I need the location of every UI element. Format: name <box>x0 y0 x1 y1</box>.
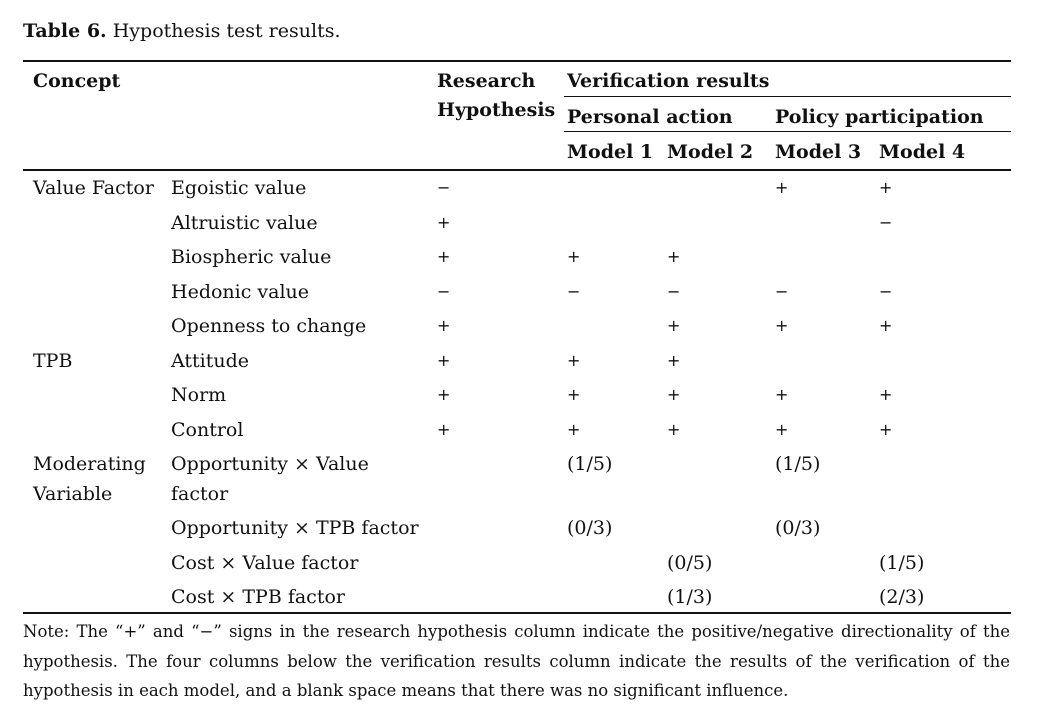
row-model-3: − <box>775 282 789 301</box>
row-model-3: (1/5) <box>775 453 821 475</box>
row-hypothesis: + <box>437 385 451 404</box>
header-model-1: Model 1 <box>567 141 654 163</box>
group-moderating-line1: Moderating <box>33 453 146 475</box>
row-hypothesis: + <box>437 213 451 232</box>
row-model-3: (0/3) <box>775 517 821 539</box>
header-research-line1: Research <box>437 70 536 92</box>
row-model-4: (1/5) <box>879 552 925 574</box>
header-personal-action: Personal action <box>567 106 733 128</box>
top-rule <box>23 60 1011 62</box>
row-model-3: + <box>775 385 789 404</box>
row-model-4: − <box>879 282 893 301</box>
row-item: Altruistic value <box>171 212 318 234</box>
caption-label: Table 6. <box>23 20 107 42</box>
row-model-1: + <box>567 351 581 370</box>
header-research-line2: Hypothesis <box>437 99 556 121</box>
subgroup-rule <box>564 131 1011 132</box>
row-item: Openness to change <box>171 315 367 337</box>
row-item: Egoistic value <box>171 177 307 199</box>
header-verification: Verification results <box>567 70 770 92</box>
row-model-1: (0/3) <box>567 517 613 539</box>
row-model-4: + <box>879 178 893 197</box>
row-model-1: − <box>567 282 581 301</box>
row-model-1: + <box>567 420 581 439</box>
row-model-2: + <box>667 420 681 439</box>
group-value-factor: Value Factor <box>33 177 154 199</box>
row-hypothesis: − <box>437 178 451 197</box>
row-model-1: + <box>567 247 581 266</box>
verification-rule <box>564 96 1011 97</box>
row-model-3: + <box>775 420 789 439</box>
row-model-4: + <box>879 420 893 439</box>
row-item: Attitude <box>171 350 250 372</box>
row-hypothesis: + <box>437 420 451 439</box>
bottom-rule <box>23 612 1011 614</box>
row-hypothesis: + <box>437 316 451 335</box>
header-model-4: Model 4 <box>879 141 966 163</box>
table-note: Note: The “+” and “−” signs in the resea… <box>23 622 1010 700</box>
row-model-2: (0/5) <box>667 552 713 574</box>
row-item: Hedonic value <box>171 281 310 303</box>
header-concept: Concept <box>33 70 121 92</box>
row-model-1: (1/5) <box>567 453 613 475</box>
row-model-3: + <box>775 178 789 197</box>
row-model-3: + <box>775 316 789 335</box>
header-bottom-rule <box>23 169 1011 171</box>
table-caption: Table 6. Hypothesis test results. <box>23 20 341 42</box>
row-item-line1: Opportunity × Value <box>171 453 369 475</box>
header-model-2: Model 2 <box>667 141 754 163</box>
row-item: Cost × TPB factor <box>171 586 345 608</box>
row-model-1: + <box>567 385 581 404</box>
row-item: Control <box>171 419 244 441</box>
row-model-4: − <box>879 213 893 232</box>
row-hypothesis: + <box>437 351 451 370</box>
row-model-4: + <box>879 385 893 404</box>
group-moderating-line2: Variable <box>33 483 113 505</box>
row-model-2: (1/3) <box>667 586 713 608</box>
row-model-4: (2/3) <box>879 586 925 608</box>
row-model-2: + <box>667 351 681 370</box>
header-policy-participation: Policy participation <box>775 106 984 128</box>
group-tpb: TPB <box>33 350 73 372</box>
header-model-3: Model 3 <box>775 141 862 163</box>
row-hypothesis: − <box>437 282 451 301</box>
caption-text: Hypothesis test results. <box>112 20 341 42</box>
row-model-4: + <box>879 316 893 335</box>
row-item: Biospheric value <box>171 246 332 268</box>
row-model-2: + <box>667 247 681 266</box>
row-item-line2: factor <box>171 483 229 505</box>
row-item: Cost × Value factor <box>171 552 359 574</box>
row-model-2: + <box>667 385 681 404</box>
row-model-2: − <box>667 282 681 301</box>
row-hypothesis: + <box>437 247 451 266</box>
row-model-2: + <box>667 316 681 335</box>
row-item: Opportunity × TPB factor <box>171 517 419 539</box>
row-item: Norm <box>171 384 227 406</box>
